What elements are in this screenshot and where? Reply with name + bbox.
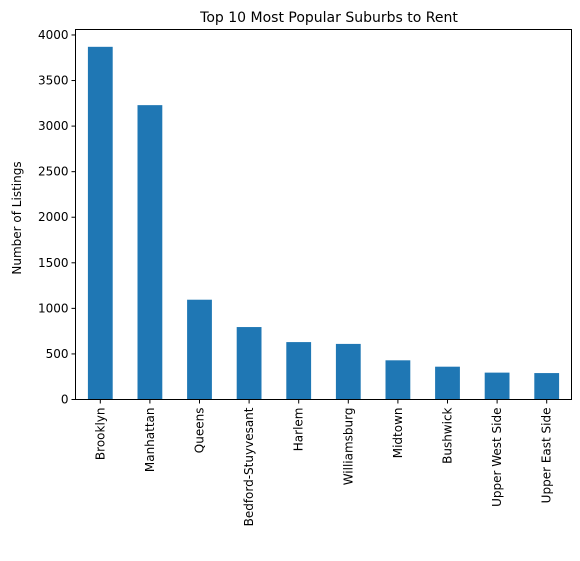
bar-upper-west-side <box>484 372 510 400</box>
x-tick-label: Upper West Side <box>490 408 504 507</box>
bar-williamsburg <box>335 343 361 400</box>
bars-group <box>87 46 560 400</box>
bar-manhattan <box>137 105 163 400</box>
x-tick-label: Upper East Side <box>540 408 554 504</box>
y-tick-label: 4000 <box>38 28 69 42</box>
bar-harlem <box>286 342 312 400</box>
x-tick-label: Bedford-Stuyvesant <box>242 407 256 526</box>
bar-midtown <box>385 360 411 400</box>
bar-queens <box>187 299 212 400</box>
x-tick-label: Williamsburg <box>341 408 355 486</box>
y-tick-label: 2000 <box>38 210 69 224</box>
chart-title: Top 10 Most Popular Suburbs to Rent <box>199 10 458 26</box>
x-tick-label: Queens <box>193 408 207 454</box>
y-tick-label: 1000 <box>38 301 69 315</box>
y-tick-label: 500 <box>46 347 69 361</box>
x-tick-label: Manhattan <box>143 408 157 473</box>
x-tick-label: Brooklyn <box>93 408 107 461</box>
bar-upper-east-side <box>534 373 560 400</box>
bar-brooklyn <box>87 46 113 400</box>
x-tick-label: Harlem <box>292 408 306 452</box>
bar-bedford-stuyvesant <box>236 327 262 400</box>
plot-frame <box>75 29 572 400</box>
x-tick-label: Midtown <box>391 408 405 459</box>
y-tick-label: 0 <box>61 393 69 407</box>
y-axis-ticks: 0 500 1000 1500 2000 2500 3000 3500 4000 <box>38 28 76 407</box>
bar-bushwick <box>435 366 460 400</box>
y-tick-label: 2500 <box>38 165 69 179</box>
x-tick-label: Bushwick <box>441 407 455 463</box>
y-axis-label: Number of Listings <box>10 161 24 274</box>
y-tick-label: 3500 <box>38 74 69 88</box>
y-tick-label: 1500 <box>38 256 69 270</box>
y-tick-label: 3000 <box>38 119 69 133</box>
x-axis-ticks: Brooklyn Manhattan Queens Bedford-Stuyvesan… <box>93 399 554 526</box>
